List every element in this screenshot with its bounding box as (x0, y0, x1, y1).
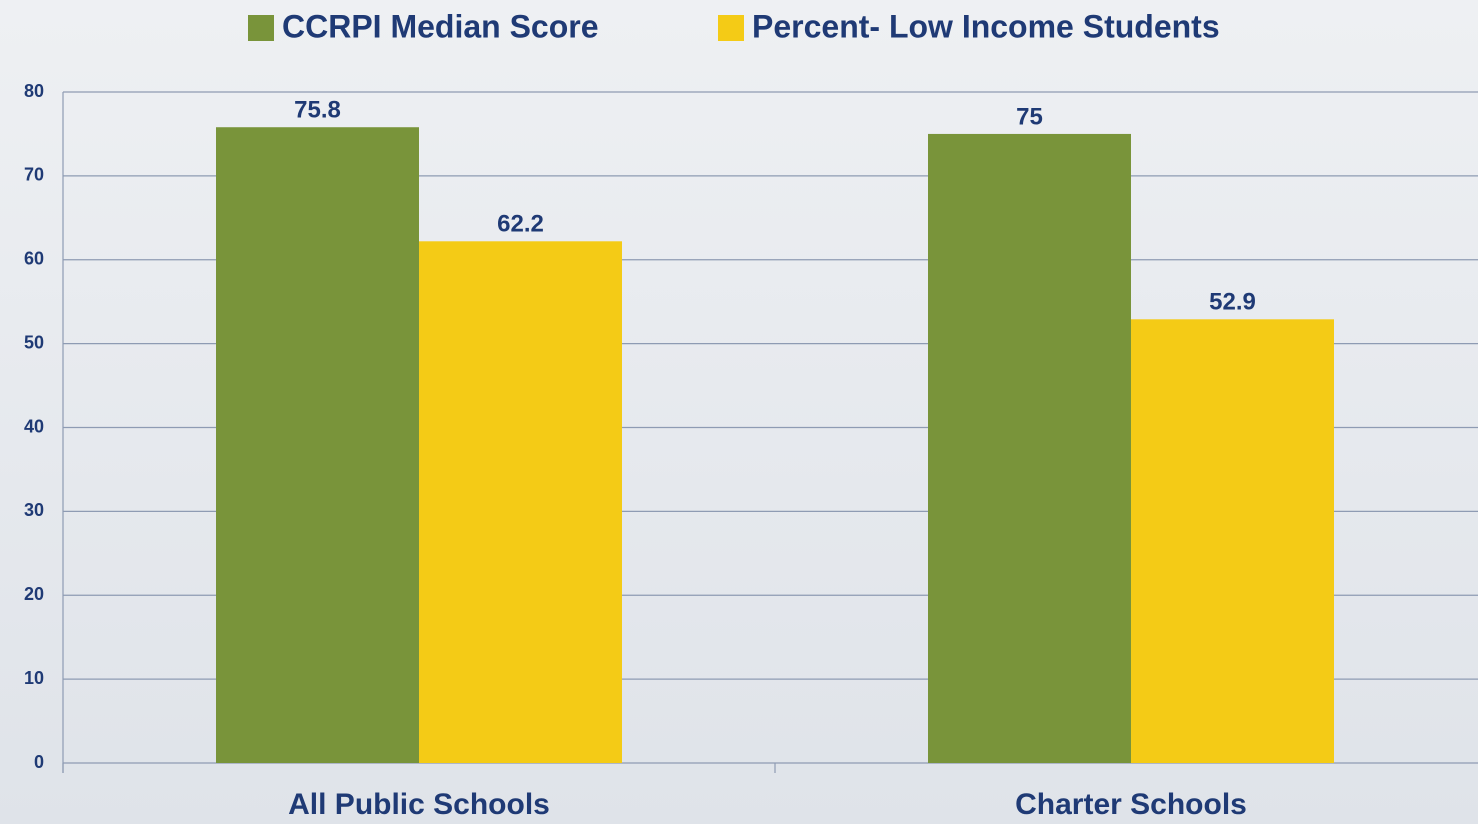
legend-label: Percent- Low Income Students (752, 8, 1220, 44)
x-tick-label: All Public Schools (288, 788, 550, 821)
bar (1131, 319, 1334, 763)
y-tick-label: 20 (24, 584, 44, 604)
legend-swatch (718, 15, 744, 41)
bar (419, 241, 622, 764)
value-label: 75.8 (294, 97, 341, 124)
x-tick-label: Charter Schools (1015, 788, 1247, 821)
value-label: 75 (1016, 103, 1043, 130)
y-tick-label: 30 (24, 500, 44, 520)
y-tick-label: 60 (24, 249, 44, 269)
value-label: 62.2 (497, 211, 544, 238)
y-tick-label: 10 (24, 668, 44, 688)
value-label: 52.9 (1209, 289, 1256, 316)
legend-swatch (248, 15, 274, 41)
y-tick-label: 0 (34, 752, 44, 772)
y-tick-label: 40 (24, 416, 44, 436)
bar (928, 133, 1131, 763)
y-tick-label: 70 (24, 165, 44, 185)
legend-label: CCRPI Median Score (282, 8, 599, 44)
y-tick-label: 80 (24, 81, 44, 101)
bar (216, 127, 419, 764)
y-tick-label: 50 (24, 332, 44, 352)
